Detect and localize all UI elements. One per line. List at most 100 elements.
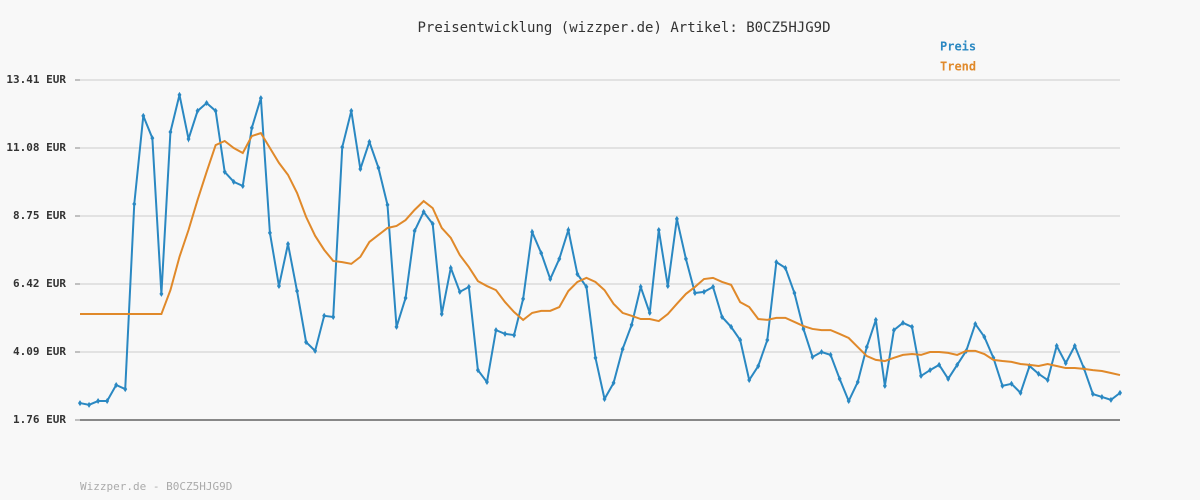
point xyxy=(946,375,951,382)
point xyxy=(1072,342,1077,349)
point xyxy=(168,128,173,135)
point xyxy=(159,290,164,297)
point xyxy=(1099,393,1104,400)
point xyxy=(385,201,390,208)
point xyxy=(955,361,960,368)
y-tick-label: 13.41 EUR xyxy=(6,73,66,86)
point xyxy=(295,288,300,295)
point xyxy=(973,320,978,327)
point xyxy=(213,107,218,114)
point xyxy=(1054,342,1059,349)
point xyxy=(96,398,101,405)
point xyxy=(720,313,725,320)
line-0 xyxy=(79,94,1121,406)
point xyxy=(837,375,842,382)
point xyxy=(548,276,553,283)
point xyxy=(313,347,318,354)
point xyxy=(132,201,137,208)
point xyxy=(87,401,92,408)
point xyxy=(466,283,471,290)
point xyxy=(448,264,453,271)
point xyxy=(286,241,290,248)
point xyxy=(105,398,110,405)
legend-label: Preis xyxy=(940,40,976,54)
point xyxy=(322,312,327,319)
point xyxy=(240,182,245,189)
point xyxy=(123,386,128,393)
point xyxy=(204,100,209,107)
point xyxy=(629,321,634,328)
point xyxy=(702,288,706,295)
point xyxy=(873,316,878,323)
point xyxy=(1108,396,1113,403)
point xyxy=(376,164,381,171)
point xyxy=(1036,370,1041,377)
point xyxy=(394,323,399,330)
point xyxy=(530,229,535,236)
point xyxy=(349,107,354,114)
footer: Wizzper.de - B0CZ5HJG9D xyxy=(80,480,232,493)
point xyxy=(421,208,426,215)
point xyxy=(738,337,743,344)
point xyxy=(267,229,272,236)
point xyxy=(512,332,517,339)
point xyxy=(792,290,797,297)
point xyxy=(593,354,598,361)
point xyxy=(484,379,489,386)
point xyxy=(819,349,824,355)
point xyxy=(711,283,716,290)
point xyxy=(78,400,82,407)
point xyxy=(403,295,408,302)
point xyxy=(846,398,851,405)
point xyxy=(177,91,182,98)
point xyxy=(258,95,263,102)
point xyxy=(584,283,589,290)
point xyxy=(439,311,444,318)
point xyxy=(855,379,860,386)
point xyxy=(475,367,480,374)
y-tick-label: 6.42 EUR xyxy=(13,277,66,290)
point xyxy=(882,382,887,389)
point xyxy=(674,215,679,222)
point xyxy=(521,295,526,302)
point xyxy=(1045,377,1050,384)
point xyxy=(1118,389,1122,396)
point xyxy=(195,107,200,114)
point xyxy=(249,124,254,131)
point xyxy=(331,313,336,320)
point xyxy=(891,327,896,334)
y-tick-label: 11.08 EUR xyxy=(6,141,66,154)
point xyxy=(828,351,833,358)
point xyxy=(620,346,625,353)
point xyxy=(810,353,815,360)
point xyxy=(747,377,752,384)
legend-label: Trend xyxy=(940,60,976,74)
point xyxy=(692,290,697,297)
point xyxy=(783,264,788,271)
point xyxy=(1090,391,1095,398)
point xyxy=(864,344,869,351)
point xyxy=(231,178,236,185)
point xyxy=(457,288,462,295)
point xyxy=(928,367,933,374)
point xyxy=(150,135,155,142)
point xyxy=(647,309,652,316)
point xyxy=(900,319,905,326)
point xyxy=(910,323,914,330)
y-tick-label: 8.75 EUR xyxy=(13,209,66,222)
point xyxy=(539,250,544,257)
point xyxy=(304,339,309,346)
point xyxy=(141,112,146,119)
point xyxy=(919,372,924,379)
point xyxy=(765,337,770,344)
point xyxy=(756,363,761,370)
point xyxy=(611,379,616,386)
point xyxy=(602,395,607,402)
point xyxy=(412,227,417,234)
point xyxy=(430,220,435,227)
chart-title: Preisentwicklung (wizzper.de) Artikel: B… xyxy=(417,20,830,36)
point xyxy=(575,271,580,278)
point xyxy=(222,168,227,175)
